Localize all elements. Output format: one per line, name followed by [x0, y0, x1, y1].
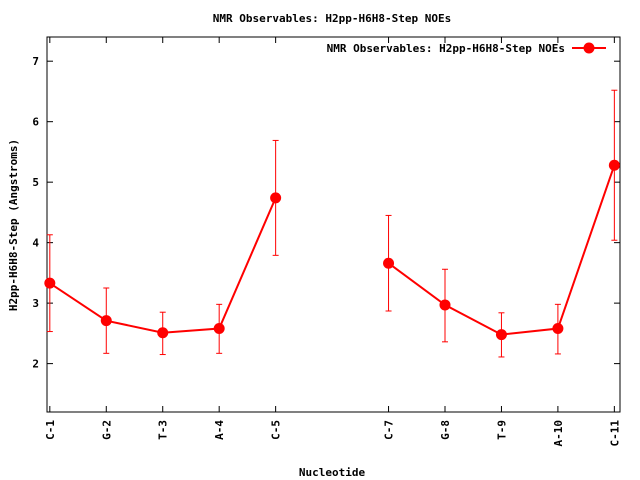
x-axis-label: Nucleotide [299, 466, 366, 479]
x-tick-label: A-4 [213, 420, 226, 440]
x-tick-label: C-1 [44, 420, 57, 440]
x-tick-label: G-2 [100, 420, 113, 440]
x-tick-label: G-8 [439, 420, 452, 440]
data-point [157, 327, 169, 339]
data-point [44, 277, 56, 289]
y-tick-label: 3 [32, 297, 39, 310]
data-point [100, 315, 112, 327]
x-tick-label: T-3 [157, 420, 170, 440]
x-tick-label: C-7 [383, 420, 396, 440]
data-point [608, 159, 620, 171]
y-tick-label: 5 [32, 176, 39, 189]
data-point [495, 329, 507, 341]
legend-marker [583, 42, 595, 54]
x-tick-label: C-5 [270, 420, 283, 440]
x-tick-label: T-9 [495, 420, 508, 440]
series-group [44, 89, 620, 358]
y-tick-label: 4 [32, 237, 39, 250]
legend: NMR Observables: H2pp-H6H8-Step NOEs [327, 42, 606, 55]
y-axis-label: H2pp-H6H8-Step (Angstroms) [7, 139, 20, 311]
data-point [270, 192, 282, 204]
data-point [383, 257, 395, 269]
data-point [552, 323, 564, 335]
y-tick-label: 6 [32, 116, 39, 129]
x-axis: C-1 G-2 T-3 A-4 C-5 C-7 G-8 T-9 A-10 C-11 [44, 37, 621, 447]
x-tick-label: C-11 [608, 420, 621, 447]
data-point [213, 323, 225, 335]
y-tick-label: 7 [32, 55, 39, 68]
series-line [387, 164, 616, 336]
y-tick-label: 2 [32, 358, 39, 371]
data-point [439, 299, 451, 311]
chart-title: NMR Observables: H2pp-H6H8-Step NOEs [213, 12, 451, 25]
plot-frame [46, 36, 621, 413]
legend-label: NMR Observables: H2pp-H6H8-Step NOEs [327, 42, 565, 55]
x-tick-label: A-10 [552, 420, 565, 447]
